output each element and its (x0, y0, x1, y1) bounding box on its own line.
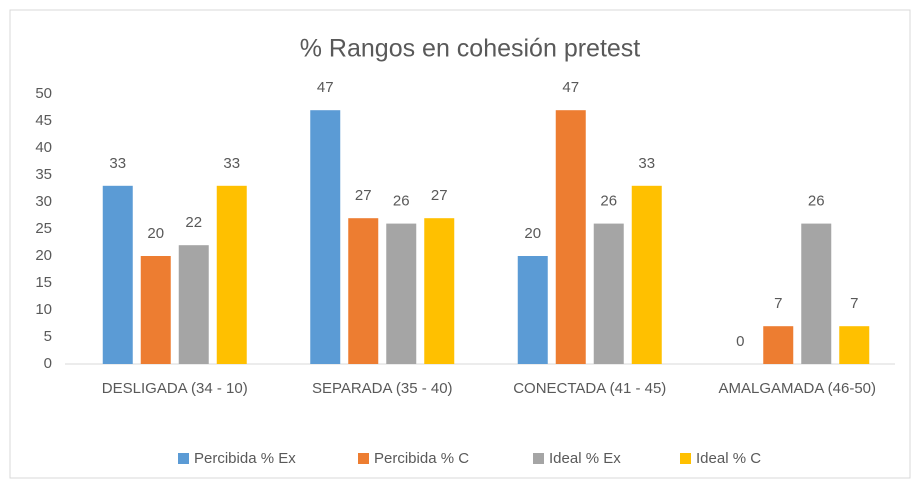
bar (348, 218, 379, 364)
legend-label: Ideal % C (696, 450, 761, 467)
data-label: 26 (393, 193, 410, 210)
legend-swatch (358, 453, 369, 464)
bar (517, 256, 548, 364)
data-label: 47 (562, 79, 579, 96)
y-tick-label: 40 (35, 139, 52, 156)
legend-label: Percibida % C (374, 450, 469, 467)
legend-swatch (178, 453, 189, 464)
bar (763, 326, 794, 364)
x-tick-label: CONECTADA (41 - 45) (513, 380, 667, 397)
data-label: 33 (223, 155, 240, 172)
data-label: 7 (850, 295, 858, 312)
chart-border (9, 9, 911, 479)
y-tick-label: 10 (35, 301, 52, 318)
data-label: 33 (109, 155, 126, 172)
data-label: 27 (355, 187, 372, 204)
data-label: 20 (147, 225, 164, 242)
data-label: 22 (185, 214, 202, 231)
bar (140, 256, 171, 364)
y-tick-label: 25 (35, 220, 52, 237)
data-label: 26 (808, 193, 825, 210)
data-label: 47 (317, 79, 334, 96)
bar (801, 223, 832, 364)
legend-swatch (533, 453, 544, 464)
bar (593, 223, 624, 364)
data-label: 0 (736, 333, 744, 350)
data-label: 7 (774, 295, 782, 312)
y-tick-label: 5 (44, 328, 52, 345)
y-tick-label: 35 (35, 166, 52, 183)
bar (216, 185, 247, 364)
legend-label: Ideal % Ex (549, 450, 621, 467)
data-label: 33 (638, 155, 655, 172)
x-tick-label: DESLIGADA (34 - 10) (101, 380, 248, 397)
y-tick-label: 50 (35, 85, 52, 102)
bar (102, 185, 133, 364)
y-tick-label: 20 (35, 247, 52, 264)
x-tick-label: AMALGAMADA (46-50) (718, 380, 877, 397)
bar (386, 223, 417, 364)
bar (839, 326, 870, 364)
y-tick-label: 0 (44, 355, 52, 372)
y-tick-label: 30 (35, 193, 52, 210)
y-tick-label: 15 (35, 274, 52, 291)
bar (178, 245, 209, 364)
bar (631, 185, 662, 364)
data-label: 20 (524, 225, 541, 242)
bar (310, 110, 341, 364)
legend-swatch (680, 453, 691, 464)
legend-label: Percibida % Ex (194, 450, 296, 467)
data-label: 27 (431, 187, 448, 204)
chart-title: % Rangos en cohesión pretest (300, 35, 641, 63)
x-tick-label: SEPARADA (35 - 40) (311, 380, 453, 397)
bar (424, 218, 455, 364)
data-label: 26 (600, 193, 617, 210)
y-tick-label: 45 (35, 112, 52, 129)
bar (555, 110, 586, 364)
